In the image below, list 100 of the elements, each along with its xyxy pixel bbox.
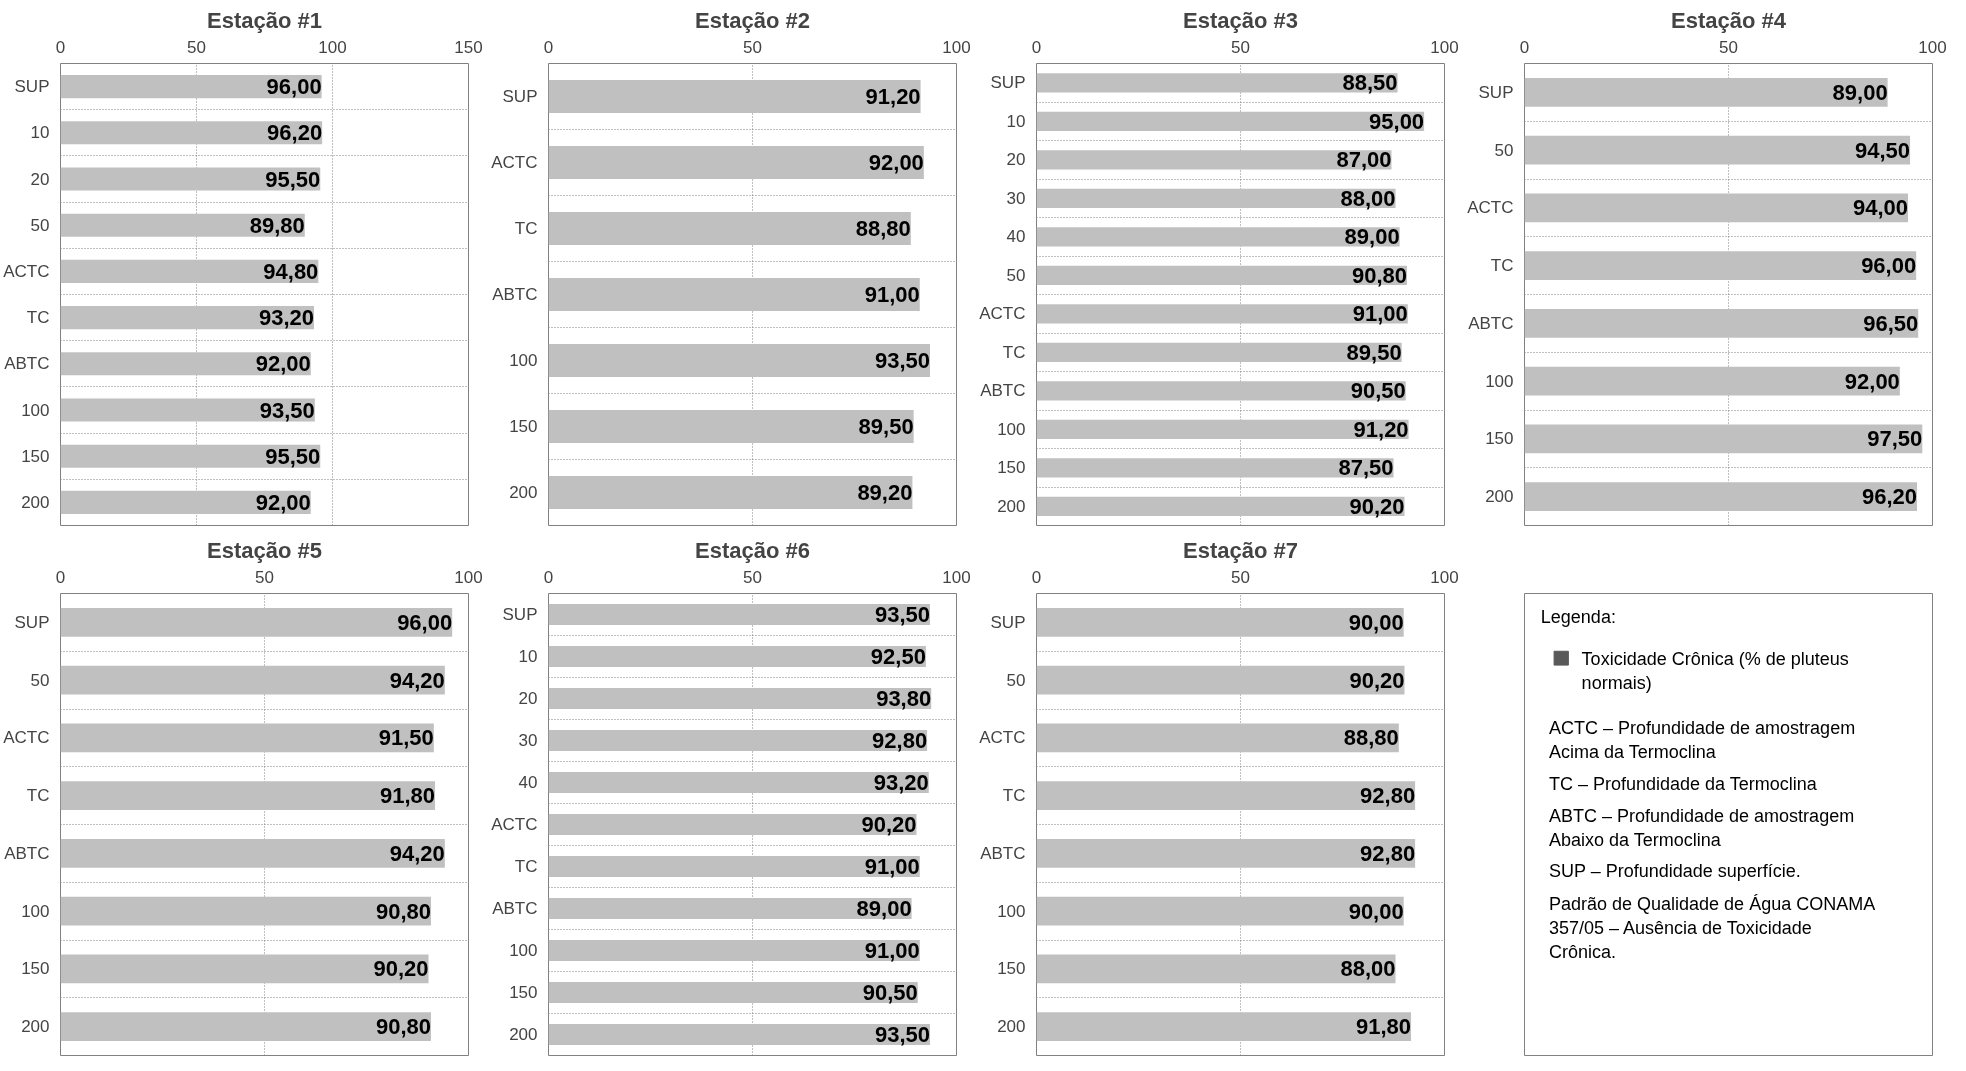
x-tick-label: 50 — [1231, 37, 1250, 57]
y-tick-label: 40 — [518, 773, 538, 792]
y-tick-label: TC — [1490, 256, 1514, 276]
y-tick-label: 50 — [1006, 670, 1026, 690]
data-label: 92,00 — [1844, 368, 1900, 394]
chart-title: Estação #3 — [1183, 7, 1298, 33]
x-tick-label: 100 — [454, 567, 483, 587]
data-label: 96,50 — [1863, 310, 1919, 336]
data-label: 96,20 — [267, 120, 323, 146]
data-label: 91,20 — [865, 84, 921, 109]
data-label: 87,50 — [1338, 455, 1394, 481]
data-label: 93,50 — [874, 1022, 930, 1047]
y-tick-label: 30 — [1006, 188, 1026, 208]
chart-title: Estação #5 — [207, 537, 322, 563]
data-label: 89,00 — [1344, 224, 1400, 250]
text: ACTC – Profundidade de amostragem Acima da Termoclina — [1548, 718, 1856, 763]
y-tick-label: 150 — [509, 983, 538, 1002]
y-tick-label: ABTC — [4, 354, 50, 374]
data-label: 94,20 — [389, 840, 445, 866]
data-label: 93,20 — [873, 770, 929, 795]
data-label: 91,00 — [864, 282, 920, 307]
x-tick-label: 100 — [1430, 37, 1459, 57]
data-label: 97,50 — [1867, 426, 1923, 452]
y-tick-label: TC — [26, 308, 50, 328]
y-tick-label: ACTC — [979, 304, 1026, 324]
y-tick-label: ACTC — [491, 815, 538, 834]
y-tick-label: TC — [1002, 342, 1026, 362]
data-label: 96,00 — [1861, 253, 1917, 279]
data-label: 89,50 — [1346, 339, 1402, 365]
y-tick-label: SUP — [990, 612, 1026, 632]
data-label: 93,50 — [874, 602, 930, 627]
y-tick-label: 200 — [509, 1025, 538, 1044]
data-label: 88,50 — [1342, 70, 1398, 96]
x-tick-label: 50 — [187, 37, 206, 57]
y-tick-label: 150 — [21, 959, 50, 979]
y-tick-label: 50 — [30, 215, 50, 235]
text: ABTC – Profundidade de amostragem Abaixo da Termoclina — [1548, 806, 1855, 851]
data-label: 93,80 — [876, 686, 932, 711]
data-label: 87,00 — [1336, 147, 1392, 173]
x-tick-label: 0 — [55, 37, 66, 57]
x-tick-label: 100 — [942, 567, 971, 587]
data-label: 95,00 — [1369, 108, 1425, 134]
y-tick-label: ABTC — [980, 381, 1026, 401]
data-label: 91,50 — [378, 725, 434, 751]
text: Padrão de Qualidade de Água CONAMA 357/05 – Ausência de Toxicidade Crônica. — [1548, 893, 1876, 962]
data-label: 93,50 — [259, 397, 315, 423]
data-label: 96,00 — [397, 609, 453, 635]
x-tick-label: 0 — [543, 567, 554, 587]
x-tick-label: 100 — [1918, 37, 1947, 57]
data-label: 91,00 — [1352, 301, 1408, 327]
y-tick-label: SUP — [502, 87, 538, 106]
data-label: 90,20 — [1349, 667, 1405, 693]
y-tick-label: 200 — [21, 492, 50, 512]
y-tick-label: 200 — [997, 496, 1026, 516]
data-label: 92,00 — [255, 351, 311, 377]
y-tick-label: 20 — [1006, 150, 1026, 170]
data-label: 88,00 — [1340, 956, 1396, 982]
x-tick-label: 0 — [1519, 37, 1530, 57]
data-label: 90,80 — [375, 1014, 431, 1040]
chart-title: Estação #4 — [1671, 7, 1787, 33]
x-tick-label: 50 — [743, 37, 762, 57]
data-label: 89,00 — [1832, 79, 1888, 105]
x-tick-label: 0 — [55, 567, 66, 587]
y-tick-label: 10 — [30, 123, 50, 143]
x-tick-label: 50 — [743, 567, 762, 587]
data-label: 89,00 — [856, 896, 912, 921]
x-tick-label: 100 — [318, 37, 347, 57]
y-tick-label: 20 — [30, 169, 50, 189]
y-tick-label: TC — [1002, 786, 1026, 806]
y-tick-label: 150 — [21, 446, 50, 466]
y-tick-label: 50 — [30, 670, 50, 690]
y-tick-label: 200 — [997, 1017, 1026, 1037]
data-label: 90,00 — [1348, 898, 1404, 924]
data-label: 90,80 — [375, 898, 431, 924]
data-label: 94,50 — [1855, 137, 1911, 163]
x-tick-label: 100 — [1430, 567, 1459, 587]
y-tick-label: 50 — [1006, 265, 1026, 285]
chart-title: Estação #7 — [1183, 537, 1298, 563]
y-tick-label: 40 — [1006, 227, 1026, 247]
y-tick-label: ABTC — [1468, 313, 1514, 333]
data-label: 91,20 — [1353, 416, 1409, 442]
y-tick-label: TC — [26, 786, 50, 806]
x-tick-label: 0 — [543, 37, 554, 57]
y-tick-label: 150 — [509, 417, 538, 436]
chart-title: Estação #6 — [695, 537, 810, 563]
y-tick-label: 50 — [1494, 140, 1514, 160]
y-tick-label: ACTC — [3, 261, 50, 281]
x-tick-label: 0 — [1031, 37, 1042, 57]
text: SUP – Profundidade superfície. — [1548, 861, 1801, 882]
data-label: 90,00 — [1348, 609, 1404, 635]
x-tick-label: 100 — [942, 37, 971, 57]
y-tick-label: 100 — [997, 901, 1026, 921]
data-label: 96,00 — [266, 74, 322, 100]
y-tick-label: SUP — [1478, 82, 1514, 102]
text: TC – Profundidade da Termoclina — [1548, 773, 1818, 794]
y-tick-label: 200 — [1485, 487, 1514, 507]
data-label: 93,20 — [258, 305, 315, 331]
y-tick-label: ACTC — [491, 153, 538, 172]
y-tick-label: 100 — [21, 901, 50, 921]
y-tick-label: TC — [514, 219, 538, 238]
